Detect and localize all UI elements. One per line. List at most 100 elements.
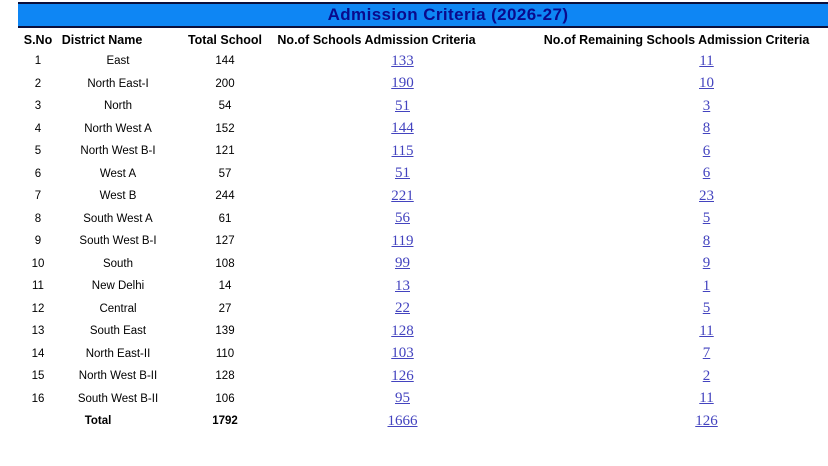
sno-cell: 5 [34, 145, 42, 158]
sno-cell: 10 [31, 257, 45, 270]
table-row: 1 East 144 133 11 [0, 50, 828, 73]
remaining-criteria-link[interactable]: 1 [702, 277, 711, 294]
schools-criteria-link-cell: 119 [290, 230, 515, 253]
schools-criteria-link-cell: 56 [290, 208, 515, 231]
remaining-criteria-link-cell: 8 [515, 230, 828, 253]
remaining-criteria-link-cell: 5 [515, 208, 828, 231]
admission-criteria-table: S.No District Name Total School No.of Sc… [0, 29, 828, 433]
remaining-criteria-link[interactable]: 11 [699, 322, 714, 339]
district-cell: North [103, 100, 133, 113]
total-school-cell: 139 [215, 325, 235, 338]
schools-criteria-link[interactable]: 99 [395, 255, 410, 272]
total-criteria-link[interactable]: 1666 [387, 412, 418, 429]
sno-cell: 9 [34, 235, 42, 248]
table-row: 6 West A 57 51 6 [0, 163, 828, 186]
remaining-criteria-link[interactable]: 23 [699, 187, 714, 204]
schools-criteria-link-cell: 128 [290, 320, 515, 343]
remaining-criteria-link[interactable]: 6 [702, 142, 711, 159]
schools-criteria-link-cell: 103 [290, 343, 515, 366]
schools-criteria-link[interactable]: 115 [391, 142, 414, 159]
remaining-criteria-link[interactable]: 11 [699, 390, 714, 407]
schools-criteria-link-cell: 144 [290, 118, 515, 141]
remaining-criteria-link[interactable]: 5 [702, 300, 711, 317]
district-cell: South West B-II [77, 392, 159, 405]
total-remaining-cell: 126 [515, 410, 828, 433]
remaining-criteria-link-cell: 2 [515, 365, 828, 388]
remaining-criteria-link[interactable]: 11 [699, 52, 714, 69]
schools-criteria-link[interactable]: 221 [391, 187, 414, 204]
table-row: 12 Central 27 22 5 [0, 298, 828, 321]
schools-criteria-link-cell: 95 [290, 388, 515, 411]
total-school-cell: 14 [218, 280, 232, 293]
total-school-cell: 106 [215, 392, 235, 405]
schools-criteria-link[interactable]: 133 [391, 52, 414, 69]
schools-criteria-link-cell: 99 [290, 253, 515, 276]
district-cell: North West B-II [78, 370, 158, 383]
schools-criteria-link-cell: 13 [290, 275, 515, 298]
total-label: Total [84, 415, 112, 428]
remaining-criteria-link[interactable]: 2 [702, 367, 711, 384]
sno-cell: 12 [31, 302, 45, 315]
sno-cell: 8 [34, 212, 42, 225]
remaining-criteria-link-cell: 3 [515, 95, 828, 118]
schools-criteria-link[interactable]: 95 [395, 390, 410, 407]
total-school-cell: 244 [215, 190, 235, 203]
table-row: 9 South West B-I 127 119 8 [0, 230, 828, 253]
remaining-criteria-link-cell: 6 [515, 140, 828, 163]
table-header-row: S.No District Name Total School No.of Sc… [0, 29, 828, 50]
remaining-criteria-link-cell: 9 [515, 253, 828, 276]
remaining-criteria-link-cell: 5 [515, 298, 828, 321]
table-row: 16 South West B-II 106 95 11 [0, 388, 828, 411]
schools-criteria-link[interactable]: 190 [391, 75, 414, 92]
district-cell: West A [99, 167, 137, 180]
remaining-criteria-link-cell: 23 [515, 185, 828, 208]
schools-criteria-link[interactable]: 22 [395, 300, 410, 317]
remaining-criteria-link[interactable]: 5 [702, 210, 711, 227]
schools-criteria-link[interactable]: 144 [391, 120, 414, 137]
schools-criteria-link[interactable]: 119 [391, 232, 414, 249]
schools-criteria-link[interactable]: 128 [391, 322, 414, 339]
remaining-criteria-link[interactable]: 8 [702, 120, 711, 137]
district-cell: North West A [84, 122, 152, 135]
sno-cell: 14 [31, 347, 45, 360]
schools-criteria-link[interactable]: 126 [391, 367, 414, 384]
table-row: 10 South 108 99 9 [0, 253, 828, 276]
district-cell: South East [89, 325, 147, 338]
schools-criteria-link[interactable]: 103 [391, 345, 414, 362]
total-school-sum: 1792 [212, 415, 238, 428]
total-school-cell: 127 [215, 235, 235, 248]
total-remaining-link[interactable]: 126 [695, 412, 718, 429]
district-cell: New Delhi [91, 280, 145, 293]
district-cell: East [106, 55, 130, 68]
sno-cell: 3 [34, 100, 42, 113]
table-row: 5 North West B-I 121 115 6 [0, 140, 828, 163]
schools-criteria-link[interactable]: 51 [395, 165, 410, 182]
schools-criteria-link[interactable]: 56 [395, 210, 410, 227]
remaining-criteria-link-cell: 6 [515, 163, 828, 186]
table-row: 11 New Delhi 14 13 1 [0, 275, 828, 298]
remaining-criteria-link-cell: 11 [515, 320, 828, 343]
remaining-criteria-link-cell: 1 [515, 275, 828, 298]
sno-cell: 4 [34, 122, 42, 135]
sno-cell: 13 [31, 325, 45, 338]
total-school-cell: 200 [215, 77, 235, 90]
sno-cell: 2 [34, 77, 42, 90]
total-criteria-cell: 1666 [290, 410, 515, 433]
schools-criteria-link[interactable]: 51 [395, 97, 410, 114]
page-title: Admission Criteria (2026-27) [327, 5, 569, 24]
schools-criteria-link[interactable]: 13 [395, 277, 410, 294]
title-bar: Admission Criteria (2026-27) [18, 2, 828, 28]
table-row: 15 North West B-II 128 126 2 [0, 365, 828, 388]
remaining-criteria-link[interactable]: 10 [699, 75, 714, 92]
remaining-criteria-link[interactable]: 6 [702, 165, 711, 182]
district-cell: Central [99, 302, 137, 315]
remaining-criteria-link[interactable]: 3 [702, 97, 711, 114]
district-cell: South West B-I [79, 235, 157, 248]
remaining-criteria-link-cell: 11 [515, 50, 828, 73]
total-school-cell: 144 [215, 55, 235, 68]
remaining-criteria-link[interactable]: 9 [702, 255, 711, 272]
schools-criteria-link-cell: 22 [290, 298, 515, 321]
total-school-cell: 110 [215, 347, 235, 360]
remaining-criteria-link[interactable]: 8 [702, 232, 711, 249]
remaining-criteria-link[interactable]: 7 [702, 345, 711, 362]
